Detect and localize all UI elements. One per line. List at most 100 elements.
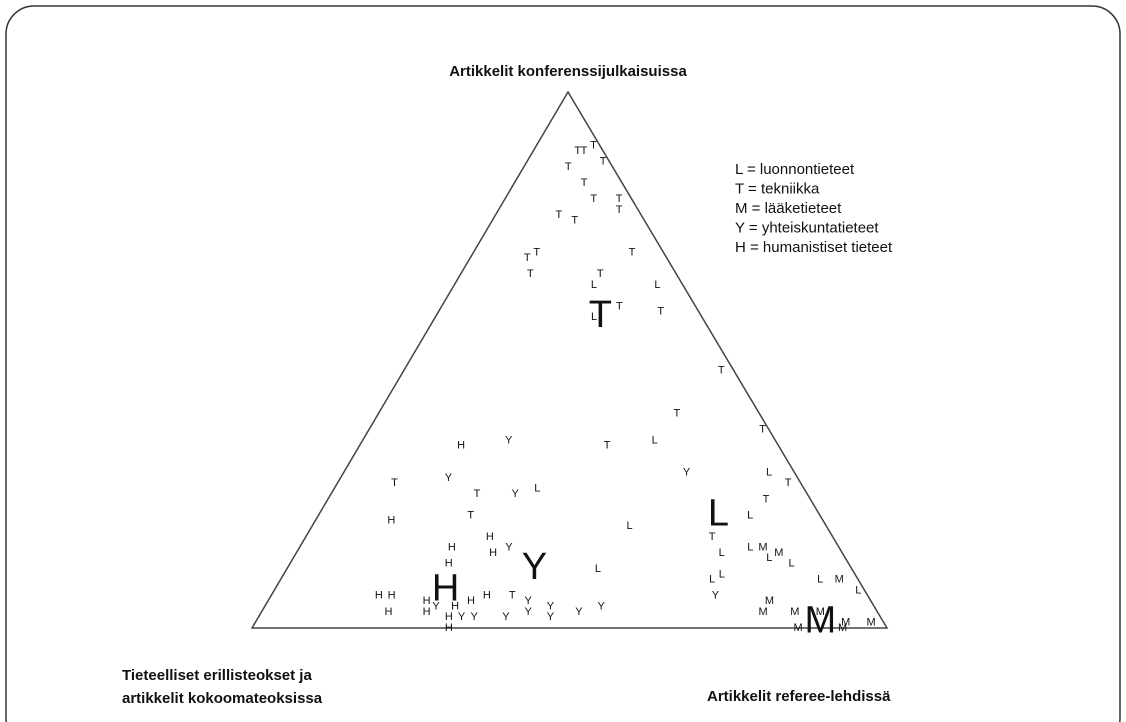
point: T (616, 300, 623, 312)
point: T (590, 193, 597, 205)
point: L (766, 466, 772, 478)
point: T (574, 145, 581, 157)
point: T (467, 509, 474, 521)
point: H (486, 531, 494, 543)
legend-entry: L = luonnontieteet (735, 161, 855, 178)
point: T (509, 590, 516, 602)
point: L (534, 483, 540, 495)
point: M (758, 542, 767, 554)
point: L (766, 552, 772, 564)
point: T (604, 440, 611, 452)
point: L (654, 279, 660, 291)
point: T (657, 306, 664, 318)
point: H (457, 440, 465, 452)
point: T (571, 215, 578, 227)
point: L (626, 520, 632, 532)
point: L (591, 311, 597, 323)
point: Y (432, 600, 440, 612)
point: L (709, 574, 715, 586)
point: Y (547, 600, 555, 612)
point: M (816, 606, 825, 618)
point: T (673, 408, 680, 420)
point: M (759, 606, 768, 618)
point: T (555, 209, 562, 221)
point: T (709, 531, 716, 543)
point: H (445, 622, 453, 634)
point: Y (445, 472, 453, 484)
point: T (718, 365, 725, 377)
point: H (388, 590, 396, 602)
point: T (565, 161, 572, 173)
point: L (747, 542, 753, 554)
point: Y (505, 542, 513, 554)
point: M (867, 617, 876, 629)
left-axis-label: Tieteelliset erillisteokset ja (122, 667, 312, 684)
point: T (785, 477, 792, 489)
point: T (600, 156, 607, 168)
mean-point: M (804, 600, 836, 642)
point: T (581, 145, 588, 157)
point: T (524, 252, 531, 264)
point: Y (502, 611, 510, 623)
point: M (774, 547, 783, 559)
point: L (719, 547, 725, 559)
point: T (527, 268, 534, 280)
legend-entry: H = humanistiset tieteet (735, 239, 893, 256)
mean-point: Y (522, 546, 547, 588)
point: T (759, 424, 766, 436)
point: T (474, 488, 481, 500)
mean-point: T (589, 294, 612, 336)
mean-point: H (432, 568, 459, 610)
point: H (489, 547, 497, 559)
right-axis-label: Artikkelit referee-lehdissä (707, 688, 891, 705)
point: H (448, 542, 456, 554)
top-axis-label: Artikkelit konferenssijulkaisuissa (449, 63, 687, 80)
point: M (838, 622, 847, 634)
legend-entry: M = lääketieteet (735, 200, 842, 217)
point: L (789, 558, 795, 570)
point: Y (505, 434, 513, 446)
point: Y (525, 606, 533, 618)
point: L (855, 584, 861, 596)
point: Y (524, 595, 532, 607)
point: T (391, 477, 398, 489)
point: H (467, 595, 475, 607)
point: T (616, 193, 623, 205)
frame (5, 5, 1121, 722)
point: Y (547, 611, 555, 623)
point: Y (598, 600, 606, 612)
point: M (765, 595, 774, 607)
point: H (375, 590, 383, 602)
point: L (595, 563, 601, 575)
point: L (817, 574, 823, 586)
point: T (597, 268, 604, 280)
point: Y (683, 466, 691, 478)
point: H (445, 611, 453, 623)
point: L (591, 279, 597, 291)
point: H (423, 606, 431, 618)
point: T (616, 204, 623, 216)
point: M (841, 617, 850, 629)
point: H (445, 558, 453, 570)
triangle (250, 90, 889, 629)
point: L (719, 568, 725, 580)
point: T (763, 493, 770, 505)
point: T (590, 140, 597, 152)
point: Y (458, 611, 466, 623)
point: T (629, 247, 636, 259)
point: L (652, 434, 658, 446)
point: H (423, 595, 431, 607)
left-axis-label: artikkelit kokoomateoksissa (122, 690, 323, 707)
point: Y (575, 606, 583, 618)
point: T (533, 247, 540, 259)
point: M (790, 606, 799, 618)
point: Y (511, 488, 519, 500)
legend-entry: T = tekniikka (735, 180, 820, 197)
point: H (483, 590, 491, 602)
point: H (451, 600, 459, 612)
point: H (385, 606, 393, 618)
point: M (835, 574, 844, 586)
point: Y (471, 611, 479, 623)
mean-point: L (708, 492, 729, 534)
